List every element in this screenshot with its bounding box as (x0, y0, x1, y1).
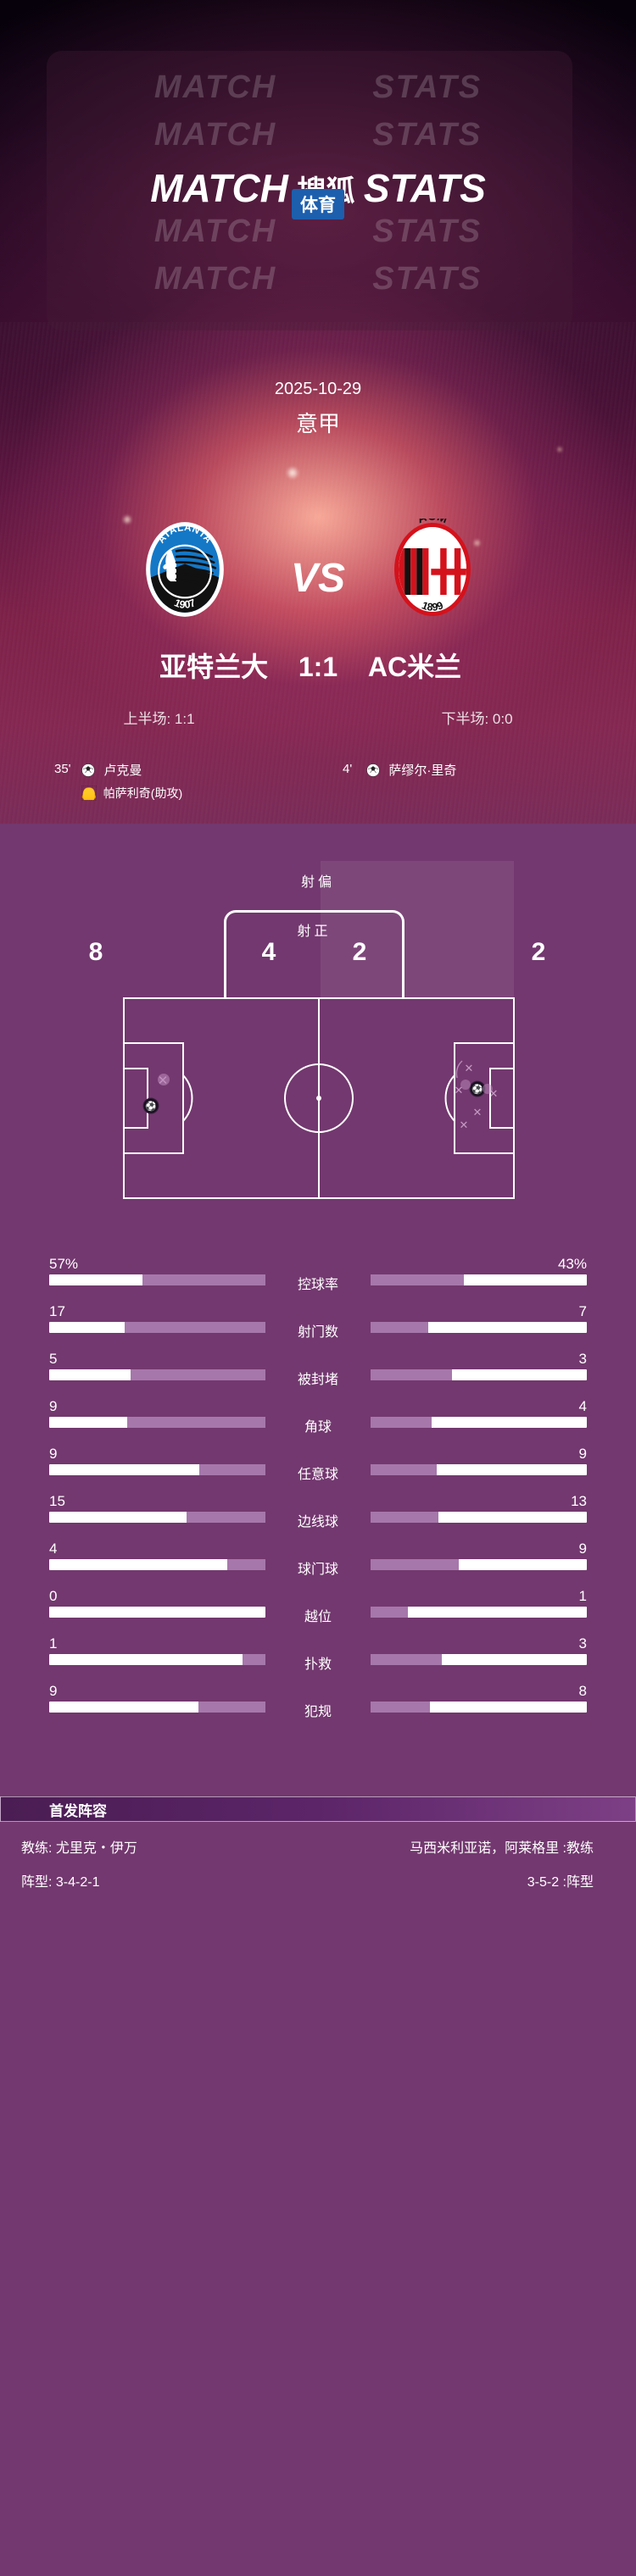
svg-text:✕: ✕ (465, 1062, 474, 1074)
svg-text:⚽: ⚽ (144, 1101, 157, 1112)
svg-text:✕: ✕ (489, 1087, 499, 1100)
svg-text:✕: ✕ (455, 1084, 464, 1096)
svg-text:✕: ✕ (460, 1119, 469, 1131)
svg-text:⚽: ⚽ (471, 1084, 483, 1095)
svg-text:✕: ✕ (473, 1106, 483, 1119)
